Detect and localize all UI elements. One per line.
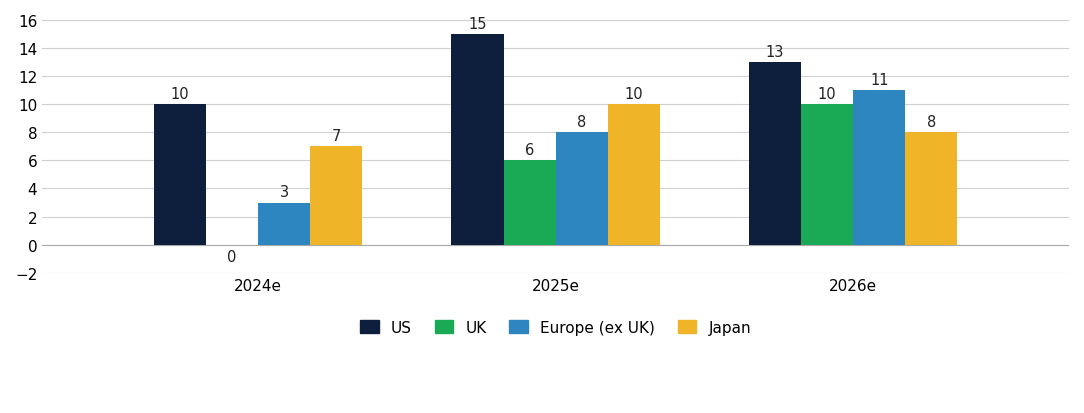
- Text: 0: 0: [228, 249, 236, 264]
- Bar: [451, 35, 504, 245]
- Bar: [310, 147, 362, 245]
- Bar: [801, 105, 853, 245]
- Bar: [853, 91, 905, 245]
- Text: 7: 7: [332, 128, 340, 143]
- Legend: US, UK, Europe (ex UK), Japan: US, UK, Europe (ex UK), Japan: [354, 314, 757, 341]
- Bar: [905, 133, 957, 245]
- Bar: [504, 161, 556, 245]
- Bar: [556, 133, 608, 245]
- Text: 6: 6: [525, 142, 534, 157]
- Bar: [154, 105, 206, 245]
- Bar: [258, 203, 310, 245]
- Text: 8: 8: [927, 114, 935, 130]
- Text: 10: 10: [817, 87, 837, 102]
- Text: 3: 3: [280, 185, 288, 199]
- Text: 8: 8: [577, 114, 586, 130]
- Bar: [749, 63, 801, 245]
- Text: 10: 10: [170, 87, 190, 102]
- Bar: [608, 105, 660, 245]
- Text: 11: 11: [870, 73, 889, 88]
- Text: 13: 13: [766, 45, 785, 59]
- Text: 10: 10: [624, 87, 643, 102]
- Text: 15: 15: [468, 17, 487, 31]
